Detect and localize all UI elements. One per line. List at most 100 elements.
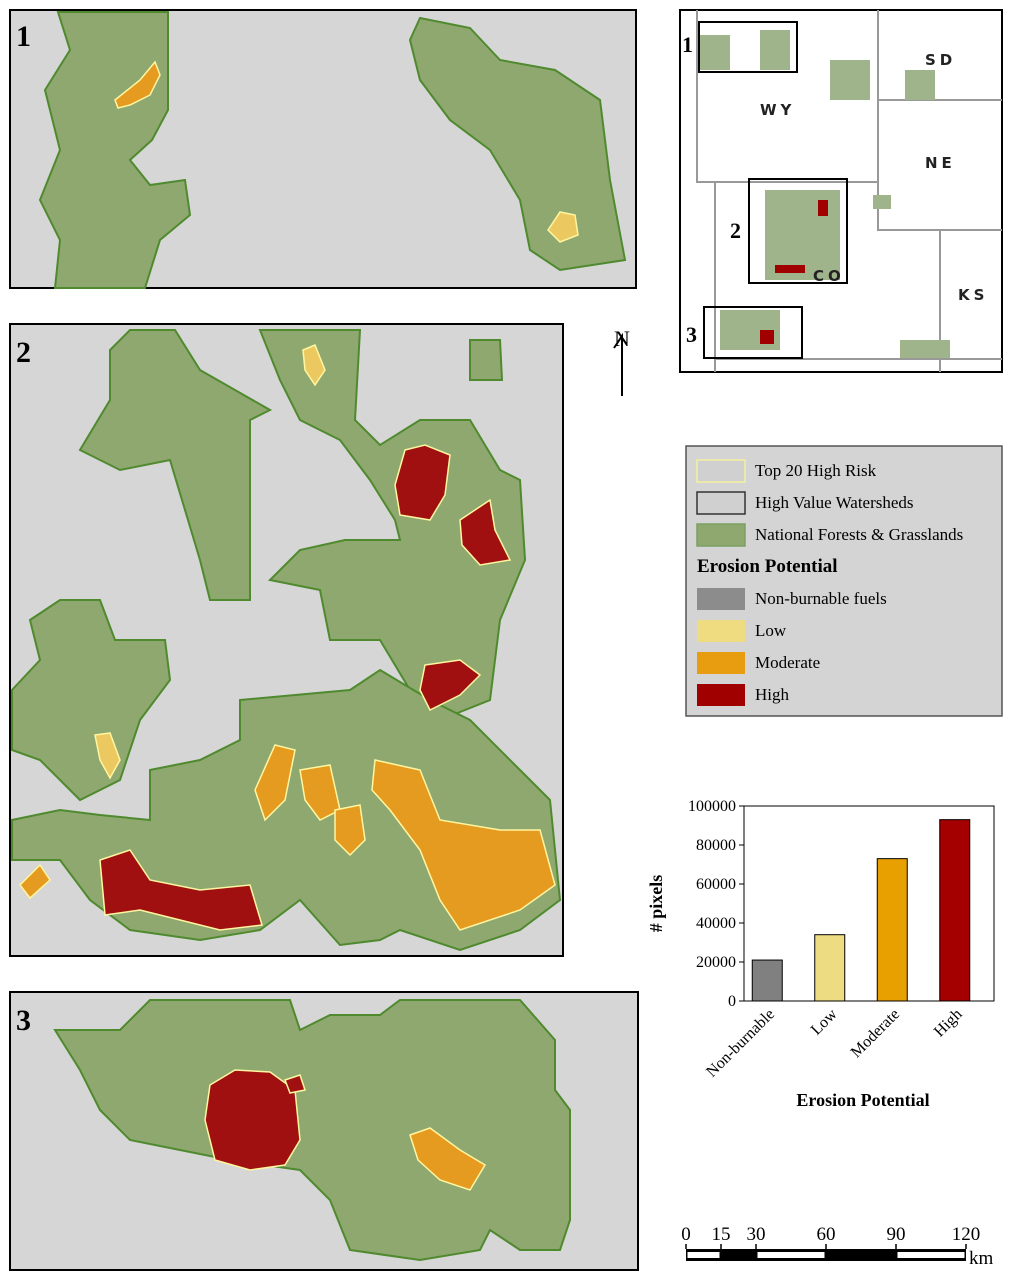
risk-watershed — [334, 804, 366, 857]
forest-area — [873, 195, 891, 209]
risk-watershed — [409, 1127, 487, 1191]
inset-box — [703, 306, 803, 359]
legend-swatch — [697, 652, 745, 674]
scale-segment — [687, 1252, 720, 1258]
state-label: KS — [958, 286, 988, 304]
scale-unit: km — [969, 1248, 994, 1269]
legend-label: Low — [755, 621, 787, 640]
state-label: WY — [760, 101, 795, 119]
risk-watershed — [19, 863, 51, 900]
bar — [751, 959, 783, 1002]
risk-watershed — [114, 60, 161, 109]
state-boundary — [696, 10, 1002, 372]
legend-label: National Forests & Grasslands — [755, 525, 963, 544]
risk-watershed — [394, 444, 451, 521]
inset-box — [748, 178, 848, 284]
legend-label: Top 20 High Risk — [755, 461, 877, 480]
risk-watershed — [204, 1069, 301, 1171]
legend-swatch — [696, 491, 746, 515]
legend-heading: Erosion Potential — [697, 556, 838, 577]
scale-bar: 0 15 30 60 90 120 km — [681, 1224, 993, 1269]
panel-label: 1 — [16, 20, 31, 53]
bar — [814, 934, 846, 1002]
inset-box — [698, 21, 798, 73]
risk-watershed — [547, 211, 579, 243]
legend-swatch — [696, 459, 746, 483]
scale-label: 0 — [681, 1224, 691, 1245]
legend-swatch — [697, 588, 745, 610]
inset-label: 3 — [686, 322, 697, 347]
overview-map: 1 2 3 WY SD NE CO KS — [679, 9, 1003, 373]
forest-area — [53, 999, 571, 1262]
risk-watershed — [419, 659, 482, 712]
x-tick-label: Low — [808, 1005, 841, 1038]
inset-label: 1 — [682, 32, 693, 57]
scale-segment — [757, 1252, 825, 1258]
risk-watershed — [818, 200, 828, 216]
x-tick-label: High — [931, 1006, 966, 1041]
arrow — [613, 332, 623, 396]
scale-label: 90 — [887, 1224, 906, 1245]
bar-chart: 0 20000 40000 60000 80000 100000 Non-burnable L… — [646, 798, 995, 1110]
risk-watershed — [299, 764, 341, 821]
legend-label: Non-burnable fuels — [755, 589, 887, 608]
panel-1: 1 — [9, 9, 637, 289]
y-tick-label: 100000 — [688, 798, 736, 815]
legend-swatch — [697, 684, 745, 706]
forest-area — [900, 340, 950, 358]
state-label: CO — [813, 267, 845, 285]
legend-label: High — [755, 685, 790, 704]
forest-area — [408, 16, 627, 272]
panel-label: 3 — [16, 1004, 31, 1037]
forest-area — [11, 599, 172, 802]
north-label: N — [614, 326, 630, 351]
scale-label: 15 — [712, 1224, 731, 1245]
legend: Top 20 High Risk High Value Watersheds Nat… — [685, 445, 1003, 717]
forest-area — [258, 329, 527, 722]
panel-3: 3 — [9, 991, 639, 1271]
risk-watershed — [775, 265, 805, 273]
risk-watershed — [371, 759, 556, 931]
risk-watershed — [459, 498, 512, 566]
state-label: SD — [925, 51, 956, 69]
forest-area — [830, 60, 870, 100]
forest-area — [905, 70, 935, 100]
y-tick-label: 20000 — [696, 954, 736, 971]
scale-label: 120 — [952, 1224, 981, 1245]
scale-segment — [897, 1252, 965, 1258]
risk-watershed — [760, 330, 774, 344]
panel-label: 2 — [16, 336, 31, 369]
forest-area — [78, 329, 273, 601]
y-tick-label: 40000 — [696, 915, 736, 932]
scale-label: 60 — [817, 1224, 836, 1245]
north-arrow: N — [613, 326, 630, 396]
scale-label: 30 — [747, 1224, 766, 1245]
forest-area — [700, 35, 730, 70]
scale-frame — [686, 1249, 966, 1261]
inset-label: 2 — [730, 218, 741, 243]
forest-area — [469, 339, 504, 381]
risk-watershed — [99, 849, 263, 931]
y-tick-label: 80000 — [696, 837, 736, 854]
legend-label: Moderate — [755, 653, 820, 672]
x-tick-label: Non-burnable — [703, 1006, 778, 1081]
y-axis-title: # pixels — [646, 875, 666, 933]
legend-box — [685, 445, 1003, 717]
risk-watershed — [94, 732, 121, 780]
x-axis-title: Erosion Potential — [796, 1090, 929, 1110]
forest-area — [760, 30, 790, 70]
bar — [876, 858, 908, 1002]
bar — [939, 819, 971, 1002]
risk-watershed — [284, 1074, 306, 1094]
x-tick-label: Moderate — [848, 1006, 903, 1061]
state-label: NE — [925, 154, 956, 172]
risk-watershed — [254, 744, 296, 822]
legend-swatch — [696, 523, 746, 547]
legend-swatch — [697, 620, 745, 642]
risk-watershed — [302, 344, 326, 387]
panel-2: 2 — [9, 323, 564, 957]
y-tick-label: 0 — [728, 993, 736, 1010]
legend-label: High Value Watersheds — [755, 493, 914, 512]
